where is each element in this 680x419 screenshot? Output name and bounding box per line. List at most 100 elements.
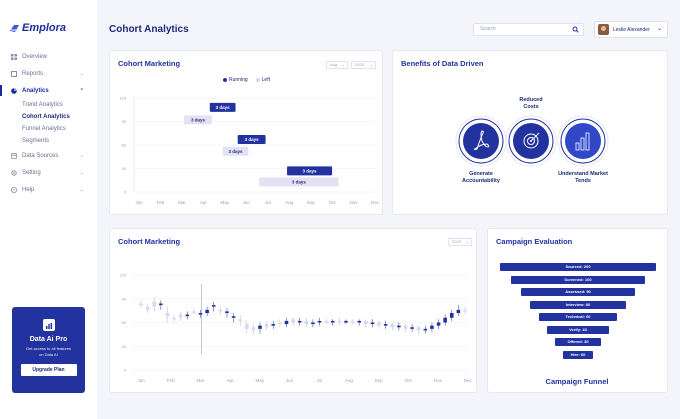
sidebar-item-overview[interactable]: Overview [0,48,97,65]
dropdown-value: 2023 [452,239,461,244]
candle-body [357,320,362,323]
x-tick-label: Apr [227,378,235,383]
candle-body [165,313,170,317]
candle-body [159,303,163,306]
candle-body [238,319,242,321]
candle-body [244,324,249,329]
month-dropdown[interactable]: Aug ⌄ [326,61,348,69]
promo-desc-line: on Data AI [39,351,58,357]
candle-body [317,320,322,323]
benefit-label-costs: Reduced Costs [519,97,543,110]
candlestick-card: Cohort Marketing 2023 ⌄ 0 30 60 90 120 Jan Feb M… [109,228,477,393]
bar-label: 3 days [191,117,206,122]
x-tick-label: Jul [316,378,322,383]
left-bar [222,146,249,156]
candle-body [225,311,229,313]
candle-body [185,314,190,317]
candle-body [377,322,381,326]
chevron-down-icon: ⌄ [79,153,84,159]
upgrade-plan-button[interactable]: Upgrade Plan [20,364,77,376]
bar-label: 3 days [303,168,318,173]
x-tick-label: Aug [285,200,294,205]
funnel-title: Campaign Funnel [545,377,609,386]
candle-body [291,319,295,323]
funnel-stage: Interview: 80 [530,300,626,309]
logo-text: Emplora [22,22,67,34]
circle-accountability [455,115,507,167]
chart-icon [42,319,55,331]
candle-body [423,328,428,331]
sidebar-subitem-cohort[interactable]: Cohort Analytics [22,114,70,120]
sidebar-subitem-trend[interactable]: Trend Analytics [22,102,63,108]
card-title: Cohort Marketing [118,237,181,246]
bar-chart-icon [575,132,590,151]
candle-body [284,320,289,325]
x-tick-label: Mar [178,200,186,205]
year-dropdown[interactable]: 2023 ⌄ [351,61,376,69]
page-title: Cohort Analytics [109,24,189,35]
y-tick-label: 90 [122,296,127,301]
funnel-stage: Assessed: 90 [521,288,635,296]
gear-icon [11,169,17,176]
chevron-down-icon: ⌄ [341,62,345,67]
chevron-down-icon: ⌄ [465,239,469,244]
logo-icon [10,24,19,32]
y-tick-label: 30 [122,166,127,171]
sidebar-item-reports[interactable]: Reports ⌄ [0,65,97,82]
candle-body [350,320,355,323]
funnel-stage: Offered: 30 [555,338,601,346]
sidebar-item-analytics[interactable]: Analytics ⌃ [0,82,97,99]
legend-item-left: Left [255,77,270,83]
candle-body [145,306,150,310]
sidebar-item-help[interactable]: ? Help ⌄ [0,181,97,198]
sidebar-item-data-sources[interactable]: Data Sources ⌄ [0,147,97,164]
bar-label: 3 days [245,137,260,142]
upgrade-promo: Data Ai Pro Get access to all features o… [12,307,85,393]
funnel-stage: Technical: 60 [539,313,617,321]
x-tick-label: Feb [167,378,175,383]
candle-body [297,320,302,323]
search-icon[interactable] [572,26,579,33]
search-placeholder: Search [480,26,496,32]
search-input[interactable]: Search [473,23,584,36]
candle-body [383,324,388,326]
candle-body [304,320,309,325]
promo-title: Data Ai Pro [29,336,68,343]
candle-body [251,327,256,331]
chevron-down-icon: ⌄ [79,170,84,176]
user-menu[interactable]: Leslie Alexander ⌄ [594,21,668,38]
logo[interactable]: Emplora [9,22,66,34]
candle-body [449,313,454,318]
sidebar-item-setting[interactable]: Setting ⌄ [0,164,97,181]
benefit-label-accountability: Generate Accountability [462,171,500,184]
candle-body [403,325,408,329]
promo-desc: Get access to all features on Data AI [12,346,85,357]
year-dropdown[interactable]: 2023 ⌄ [448,238,472,246]
benefits-graphic [455,115,609,167]
x-tick-label: Apr [200,200,208,205]
y-tick-label: 120 [119,273,126,278]
svg-text:?: ? [13,187,16,192]
x-tick-label: Jul [265,200,271,205]
candle-body [436,322,441,326]
x-tick-label: Jun [243,200,251,205]
bar-label: 3 days [216,105,231,110]
x-tick-label: Dec [371,200,380,205]
sidebar-item-label: Data Sources [22,152,59,159]
chevron-down-icon: ⌄ [656,26,662,32]
promo-desc-line: Get access to all features [25,346,72,351]
x-tick-label: Aug [345,378,354,383]
x-tick-label: Jan [137,378,145,383]
x-tick-label: Oct [405,378,413,383]
candle-body [211,305,216,307]
sidebar-subitem-segments[interactable]: Segments [22,138,50,144]
candle-body [205,309,209,313]
candle-body [344,320,348,323]
candle-body [370,322,375,325]
y-tick-label: 30 [122,344,127,349]
y-tick-label: 60 [122,143,127,148]
candle-body [271,324,276,326]
candle-body [390,324,395,328]
chevron-down-icon: ⌄ [369,62,373,67]
sidebar-subitem-funnel[interactable]: Funnel Analytics [22,126,66,132]
